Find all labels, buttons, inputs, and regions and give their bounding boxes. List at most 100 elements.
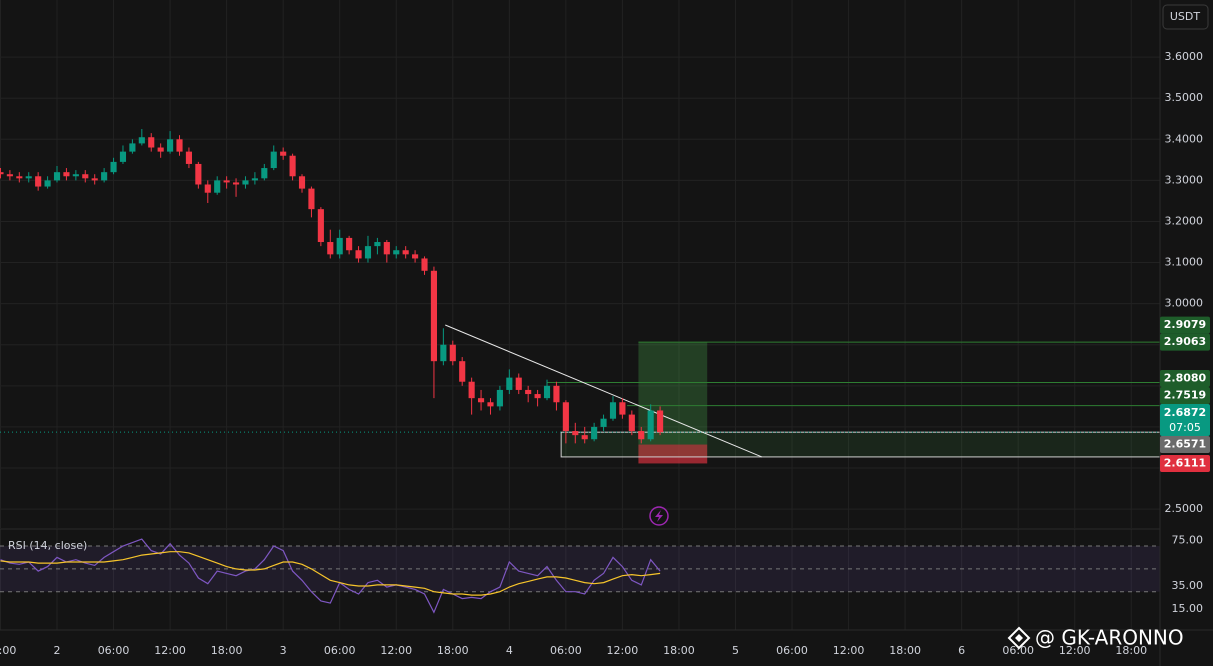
y-tick-label: 3.6000 bbox=[1165, 50, 1204, 63]
candle-body bbox=[25, 176, 32, 179]
position-loss bbox=[638, 444, 708, 464]
rsi-line bbox=[0, 538, 661, 614]
axis-layer: 18:00 2 06:00 12:00 18:00 3 06:00 12:00 18:00 4 06… bbox=[0, 50, 1210, 657]
x-tick-label: 18:00 bbox=[211, 644, 243, 657]
currency-button[interactable] bbox=[1162, 4, 1209, 30]
candle-body bbox=[628, 414, 635, 432]
watermark: @ GK-ARONNO bbox=[1035, 626, 1184, 650]
x-tick-label: 12:00 bbox=[833, 644, 865, 657]
mark-layer bbox=[0, 129, 664, 614]
price-label-box bbox=[1160, 370, 1210, 388]
candle-body bbox=[459, 361, 466, 382]
candle-body bbox=[298, 176, 306, 189]
price-label-box bbox=[1160, 316, 1210, 334]
candle-body bbox=[327, 242, 334, 255]
candle-body bbox=[138, 137, 145, 144]
price-label-box bbox=[1160, 436, 1210, 454]
alert-icon[interactable] bbox=[649, 506, 669, 526]
candle-body bbox=[525, 389, 532, 395]
y-tick-label: 3.0000 bbox=[1165, 297, 1204, 310]
candle-body bbox=[223, 180, 230, 183]
x-tick-label: 3 bbox=[280, 644, 287, 657]
candle-body bbox=[308, 188, 315, 210]
rsi-tick-label: 15.00 bbox=[1172, 602, 1204, 615]
candle-body bbox=[185, 151, 192, 164]
candle-body bbox=[657, 410, 664, 433]
x-tick-label: 18:00 bbox=[1115, 644, 1147, 657]
price-label-box bbox=[1160, 454, 1210, 472]
candle-body bbox=[487, 402, 494, 407]
candle-body bbox=[317, 209, 324, 243]
currency-label: USDT bbox=[1170, 10, 1201, 23]
candle-body bbox=[119, 151, 127, 162]
candle-body bbox=[364, 246, 372, 259]
candle-body bbox=[101, 172, 108, 181]
x-tick-label: 06:00 bbox=[776, 644, 808, 657]
candle-body bbox=[44, 180, 51, 187]
candle-body bbox=[261, 168, 268, 179]
candle-body bbox=[195, 163, 202, 185]
candle-body bbox=[129, 143, 136, 152]
candle-body bbox=[543, 385, 551, 399]
candle-body bbox=[72, 174, 79, 177]
candle-body bbox=[280, 151, 287, 156]
price-label-box bbox=[1160, 333, 1210, 351]
candle-body bbox=[421, 258, 428, 271]
candle-body bbox=[393, 250, 400, 255]
candle-body bbox=[581, 435, 588, 440]
candle-body bbox=[289, 155, 296, 177]
x-tick-label: 12:00 bbox=[154, 644, 186, 657]
indicator-title: RSI (14, close) bbox=[8, 539, 87, 552]
candle-body bbox=[572, 431, 579, 436]
candle-body bbox=[204, 184, 211, 193]
candle-body bbox=[82, 174, 89, 179]
candle-body bbox=[176, 139, 183, 152]
candle-body bbox=[242, 180, 249, 185]
candle-body bbox=[506, 377, 513, 390]
candle-body bbox=[16, 176, 23, 179]
candle-body bbox=[374, 242, 381, 247]
y-tick-label: 3.3000 bbox=[1165, 173, 1204, 186]
candle-body bbox=[496, 389, 503, 407]
price-label-box bbox=[1160, 404, 1210, 437]
candle-body bbox=[148, 137, 155, 148]
candle-body bbox=[0, 172, 4, 175]
x-tick-label: 12:00 bbox=[380, 644, 412, 657]
candle-body bbox=[477, 398, 485, 403]
grid-layer bbox=[0, 0, 1160, 630]
candle-body bbox=[449, 344, 456, 362]
candle-body bbox=[515, 377, 522, 390]
candle-body bbox=[167, 139, 174, 152]
x-tick-label: 06:00 bbox=[550, 644, 582, 657]
x-tick-label: 2 bbox=[54, 644, 61, 657]
rsi-tick-label: 75.00 bbox=[1172, 533, 1204, 546]
x-tick-label: 6 bbox=[958, 644, 965, 657]
candle-body bbox=[157, 147, 164, 152]
candle-body bbox=[638, 431, 645, 440]
candle-body bbox=[91, 178, 98, 181]
x-tick-label: 06:00 bbox=[98, 644, 130, 657]
candle-body bbox=[591, 426, 598, 440]
candle-body bbox=[6, 174, 13, 177]
candle-body bbox=[619, 402, 626, 415]
candle-body bbox=[647, 410, 654, 440]
price-label: 2.6872 bbox=[1164, 406, 1206, 419]
candle-body bbox=[534, 394, 541, 399]
x-tick-label: 18:00 bbox=[663, 644, 695, 657]
y-tick-label: 2.5000 bbox=[1165, 502, 1204, 515]
candle-body bbox=[53, 172, 61, 181]
x-tick-label: 4 bbox=[506, 644, 513, 657]
candle-body bbox=[232, 182, 240, 185]
rsi-tick-label: 35.00 bbox=[1172, 579, 1204, 592]
y-tick-label: 3.2000 bbox=[1165, 214, 1204, 227]
x-tick-label: 06:00 bbox=[324, 644, 356, 657]
candle-body bbox=[336, 237, 343, 255]
candle-body bbox=[63, 172, 70, 177]
x-tick-label: 12:00 bbox=[1059, 644, 1091, 657]
candle-body bbox=[600, 418, 607, 427]
countdown-label: 07:05 bbox=[1169, 421, 1201, 434]
candle-body bbox=[251, 178, 258, 181]
candle-body bbox=[346, 237, 353, 251]
price-label: 2.9063 bbox=[1164, 335, 1206, 348]
